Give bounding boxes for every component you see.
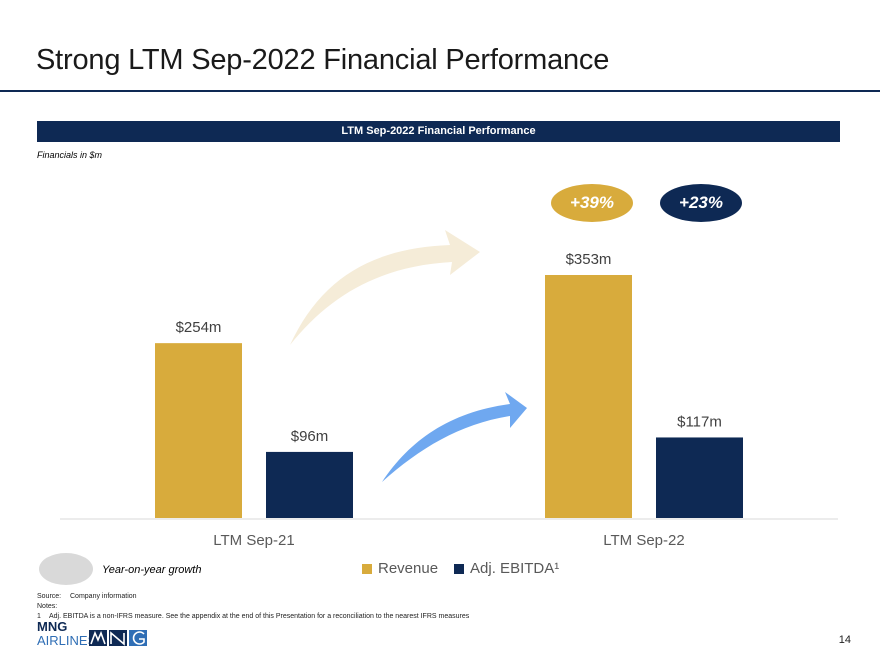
company-logo: MNG AIRLINES [37,619,147,649]
revenue-growth-arrow-icon [290,230,480,345]
bar-ebitda-0 [266,451,353,518]
notes-key: Notes: [37,603,58,610]
ebitda-growth-arrow-icon [382,392,527,482]
data-label-ebitda-1: $117m [677,413,722,430]
bar-revenue-0 [155,343,242,518]
legend-swatch-ebitda [454,563,465,574]
data-label-revenue-1: $353m [566,251,612,268]
legend-label-revenue: Revenue [378,560,439,577]
legend-swatch-revenue [362,563,372,574]
logo-text-airlines: AIRLINES [37,633,97,648]
legend-item-revenue: Revenue [362,560,438,577]
footnotes: Source: Company information Notes: 1 Adj. … [37,592,469,622]
page-number: 14 [838,634,851,646]
bar-revenue-1 [545,275,632,518]
revenue-growth-badge: +39% [551,184,633,222]
source-key: Source: [37,593,62,600]
financials-note: Financials in $m [37,150,103,160]
chart-legend: Revenue Adj. EBITDA¹ [362,560,575,577]
section-header: LTM Sep-2022 Financial Performance [37,121,840,142]
title-divider [0,90,880,92]
legend-label-ebitda: Adj. EBITDA¹ [470,560,560,577]
page-title: Strong LTM Sep-2022 Financial Performanc… [36,44,610,76]
logo-text-mng: MNG [37,619,68,634]
yoy-growth-swatch [39,553,93,585]
bar-ebitda-1 [656,437,743,518]
legend-item-ebitda: Adj. EBITDA¹ [454,560,559,577]
yoy-growth-label: Year-on-year growth [102,564,202,576]
note-1-number: 1 [37,613,41,620]
ebitda-growth-badge: +23% [660,184,742,222]
source-value: Company information [70,593,137,600]
data-label-revenue-0: $254m [176,319,222,336]
category-label-0: LTM Sep-21 [213,532,294,549]
data-label-ebitda-0: $96m [291,428,329,445]
category-label-1: LTM Sep-22 [603,532,684,549]
logo-mark-icon [89,630,147,646]
note-1-text: Adj. EBITDA is a non-IFRS measure. See t… [49,613,470,620]
